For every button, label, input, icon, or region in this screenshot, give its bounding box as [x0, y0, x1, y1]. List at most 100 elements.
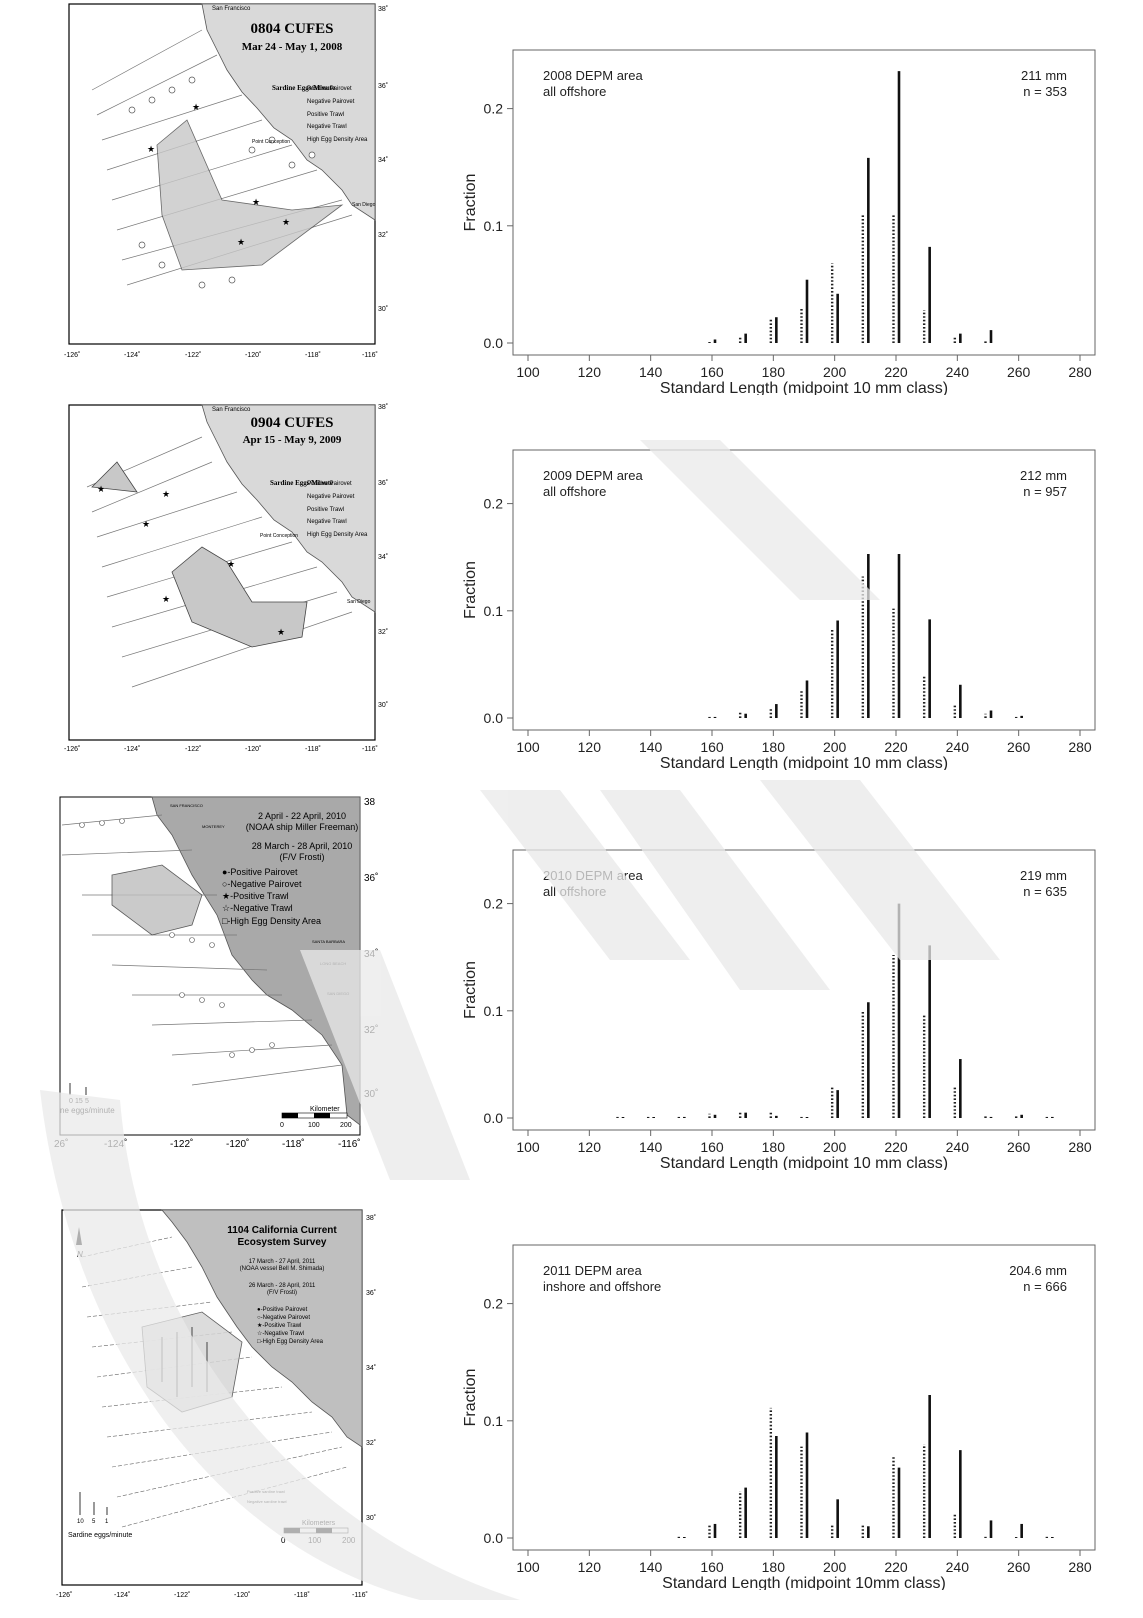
svg-text:34˚: 34˚	[378, 156, 388, 164]
svg-text:-122˚: -122˚	[185, 745, 201, 753]
y-tick-label: 0.1	[484, 603, 504, 619]
x-tick-label: 100	[516, 739, 540, 755]
svg-text:Positive Pairovet: Positive Pairovet	[307, 86, 352, 92]
svg-text:100: 100	[308, 1122, 320, 1129]
x-tick-label: 180	[762, 1139, 786, 1155]
y-tick-label: 0.2	[484, 101, 504, 117]
plot-frame	[512, 49, 1096, 356]
x-tick-label: 120	[578, 1559, 602, 1575]
svg-text:30˚: 30˚	[378, 305, 388, 313]
svg-text:-120˚: -120˚	[245, 745, 261, 753]
x-tick-label: 260	[1007, 1559, 1031, 1575]
chart-subtitle: all offshore	[543, 84, 606, 99]
svg-text:Point Conception: Point Conception	[252, 139, 290, 145]
x-tick-label: 280	[1068, 739, 1092, 755]
svg-text:Positive Pairovet: Positive Pairovet	[307, 481, 352, 487]
mean-length: 212 mm	[1020, 468, 1067, 483]
svg-text:-122˚: -122˚	[174, 1591, 190, 1599]
svg-text:-116˚: -116˚	[352, 1591, 368, 1599]
svg-text:-126˚: -126˚	[64, 351, 80, 359]
map-title: 0804 CUFES	[251, 21, 334, 37]
svg-text:Sardine Eggs/Minute: Sardine Eggs/Minute	[270, 479, 333, 487]
svg-text:5: 5	[85, 1098, 89, 1105]
svg-text:-120˚: -120˚	[245, 351, 261, 359]
map-panel-2009: ★ ★ ★ ★ ★ ★ 0904 CUFES Apr 15 - May 9, 2009 …	[52, 397, 408, 759]
x-tick-label: 160	[700, 1139, 724, 1155]
lon-ticks: -126˚ -124˚ -122˚ -120˚ -118˚ -116˚	[64, 351, 378, 359]
y-tick-label: 0.0	[484, 710, 504, 726]
svg-text:38: 38	[364, 797, 376, 808]
svg-text:SAN FRANCISCO: SAN FRANCISCO	[170, 803, 203, 808]
x-tick-label: 100	[516, 1559, 540, 1575]
x-tick-label: 140	[639, 739, 663, 755]
svg-text:N: N	[77, 1250, 83, 1259]
svg-text:Negative Pairovet: Negative Pairovet	[307, 99, 355, 105]
svg-text:100: 100	[308, 1536, 322, 1545]
y-tick-label: 0.1	[484, 218, 504, 234]
svg-text:Sardine Eggs/Minute: Sardine Eggs/Minute	[272, 84, 335, 92]
svg-text:10: 10	[77, 1519, 84, 1525]
svg-text:30˚: 30˚	[378, 701, 388, 709]
x-axis-label: Standard Length (midpoint 10 mm class)	[660, 1155, 948, 1170]
svg-text:38˚: 38˚	[378, 403, 388, 411]
map-subtitle: Mar 24 - May 1, 2008	[242, 41, 343, 53]
chart-title: 2011 DEPM area	[543, 1263, 643, 1278]
svg-text:34˚: 34˚	[364, 948, 378, 960]
svg-text:Kilometer: Kilometer	[310, 1106, 340, 1113]
svg-text:-124˚: -124˚	[124, 745, 140, 753]
svg-text:ne eggs/minute: ne eggs/minute	[60, 1106, 115, 1115]
map-2010: 2 April - 22 April, 2010 (NOAA ship Mill…	[54, 796, 378, 1150]
svg-text:★: ★	[282, 217, 290, 227]
x-tick-label: 220	[884, 739, 908, 755]
svg-text:32˚: 32˚	[378, 628, 388, 636]
sample-size: n = 353	[1023, 84, 1067, 99]
x-tick-label: 180	[762, 739, 786, 755]
svg-text:☆-Negative Trawl: ☆-Negative Trawl	[257, 1330, 304, 1337]
svg-text:★-Positive Trawl: ★-Positive Trawl	[257, 1322, 301, 1329]
svg-text:High Egg Density Area: High Egg Density Area	[307, 532, 368, 538]
svg-text:28 March - 28 April, 2010: 28 March - 28 April, 2010	[252, 841, 353, 851]
x-tick-label: 220	[884, 1559, 908, 1575]
chart-2009: 0.0 0.1 0.2 100 120 140 160 180 200 220 240 260 280 S…	[425, 400, 1125, 770]
svg-text:-118˚: -118˚	[282, 1138, 305, 1150]
svg-text:-116˚: -116˚	[362, 745, 378, 753]
svg-text:Positive Trawl: Positive Trawl	[307, 507, 344, 513]
x-tick-label: 140	[639, 1559, 663, 1575]
chart-subtitle: all offshore	[543, 484, 606, 499]
svg-text:LONG BEACH: LONG BEACH	[320, 961, 346, 966]
x-tick-label: 160	[700, 1559, 724, 1575]
y-tick-label: 0.0	[484, 1110, 504, 1126]
y-tick-label: 0.2	[484, 496, 504, 512]
x-tick-label: 120	[578, 364, 602, 380]
svg-text:★: ★	[162, 594, 170, 604]
svg-text:Negative sardine trawl: Negative sardine trawl	[247, 1499, 287, 1504]
y-tick-label: 0.0	[484, 1530, 504, 1546]
svg-text:Point Conception: Point Conception	[260, 533, 298, 539]
svg-text:-126˚: -126˚	[56, 1591, 72, 1599]
svg-text:SAN DIEGO: SAN DIEGO	[327, 991, 349, 996]
x-tick-label: 120	[578, 739, 602, 755]
svg-text:Negative Trawl: Negative Trawl	[307, 519, 347, 525]
lat-ticks: 38˚ 36˚ 34˚ 32˚ 30˚	[378, 5, 388, 313]
chart-subtitle: inshore and offshore	[543, 1279, 661, 1294]
svg-text:200: 200	[342, 1536, 356, 1545]
svg-text:San Diego: San Diego	[352, 202, 376, 208]
svg-text:★: ★	[162, 489, 170, 499]
sample-size: n = 635	[1023, 884, 1067, 899]
x-tick-label: 140	[639, 364, 663, 380]
x-tick-label: 100	[516, 364, 540, 380]
svg-text:Sardine eggs/minute: Sardine eggs/minute	[68, 1532, 132, 1539]
svg-text:(NOAA vessel Bell M. Shimada): (NOAA vessel Bell M. Shimada)	[240, 1266, 325, 1272]
chart-2011: 0.0 0.1 0.2 100 120 140 160 180 200 220 240 260 280 S…	[425, 1195, 1125, 1590]
svg-text:30˚: 30˚	[366, 1514, 376, 1522]
svg-text:-118˚: -118˚	[305, 351, 321, 359]
y-axis-label: Fraction	[462, 961, 479, 1019]
svg-text:★: ★	[97, 484, 105, 494]
svg-text:★: ★	[142, 519, 150, 529]
svg-text:36˚: 36˚	[378, 479, 388, 487]
svg-text:-118˚: -118˚	[305, 745, 321, 753]
x-tick-label: 280	[1068, 1139, 1092, 1155]
svg-text:200: 200	[340, 1122, 352, 1129]
x-tick-label: 260	[1007, 364, 1031, 380]
x-tick-label: 280	[1068, 1559, 1092, 1575]
